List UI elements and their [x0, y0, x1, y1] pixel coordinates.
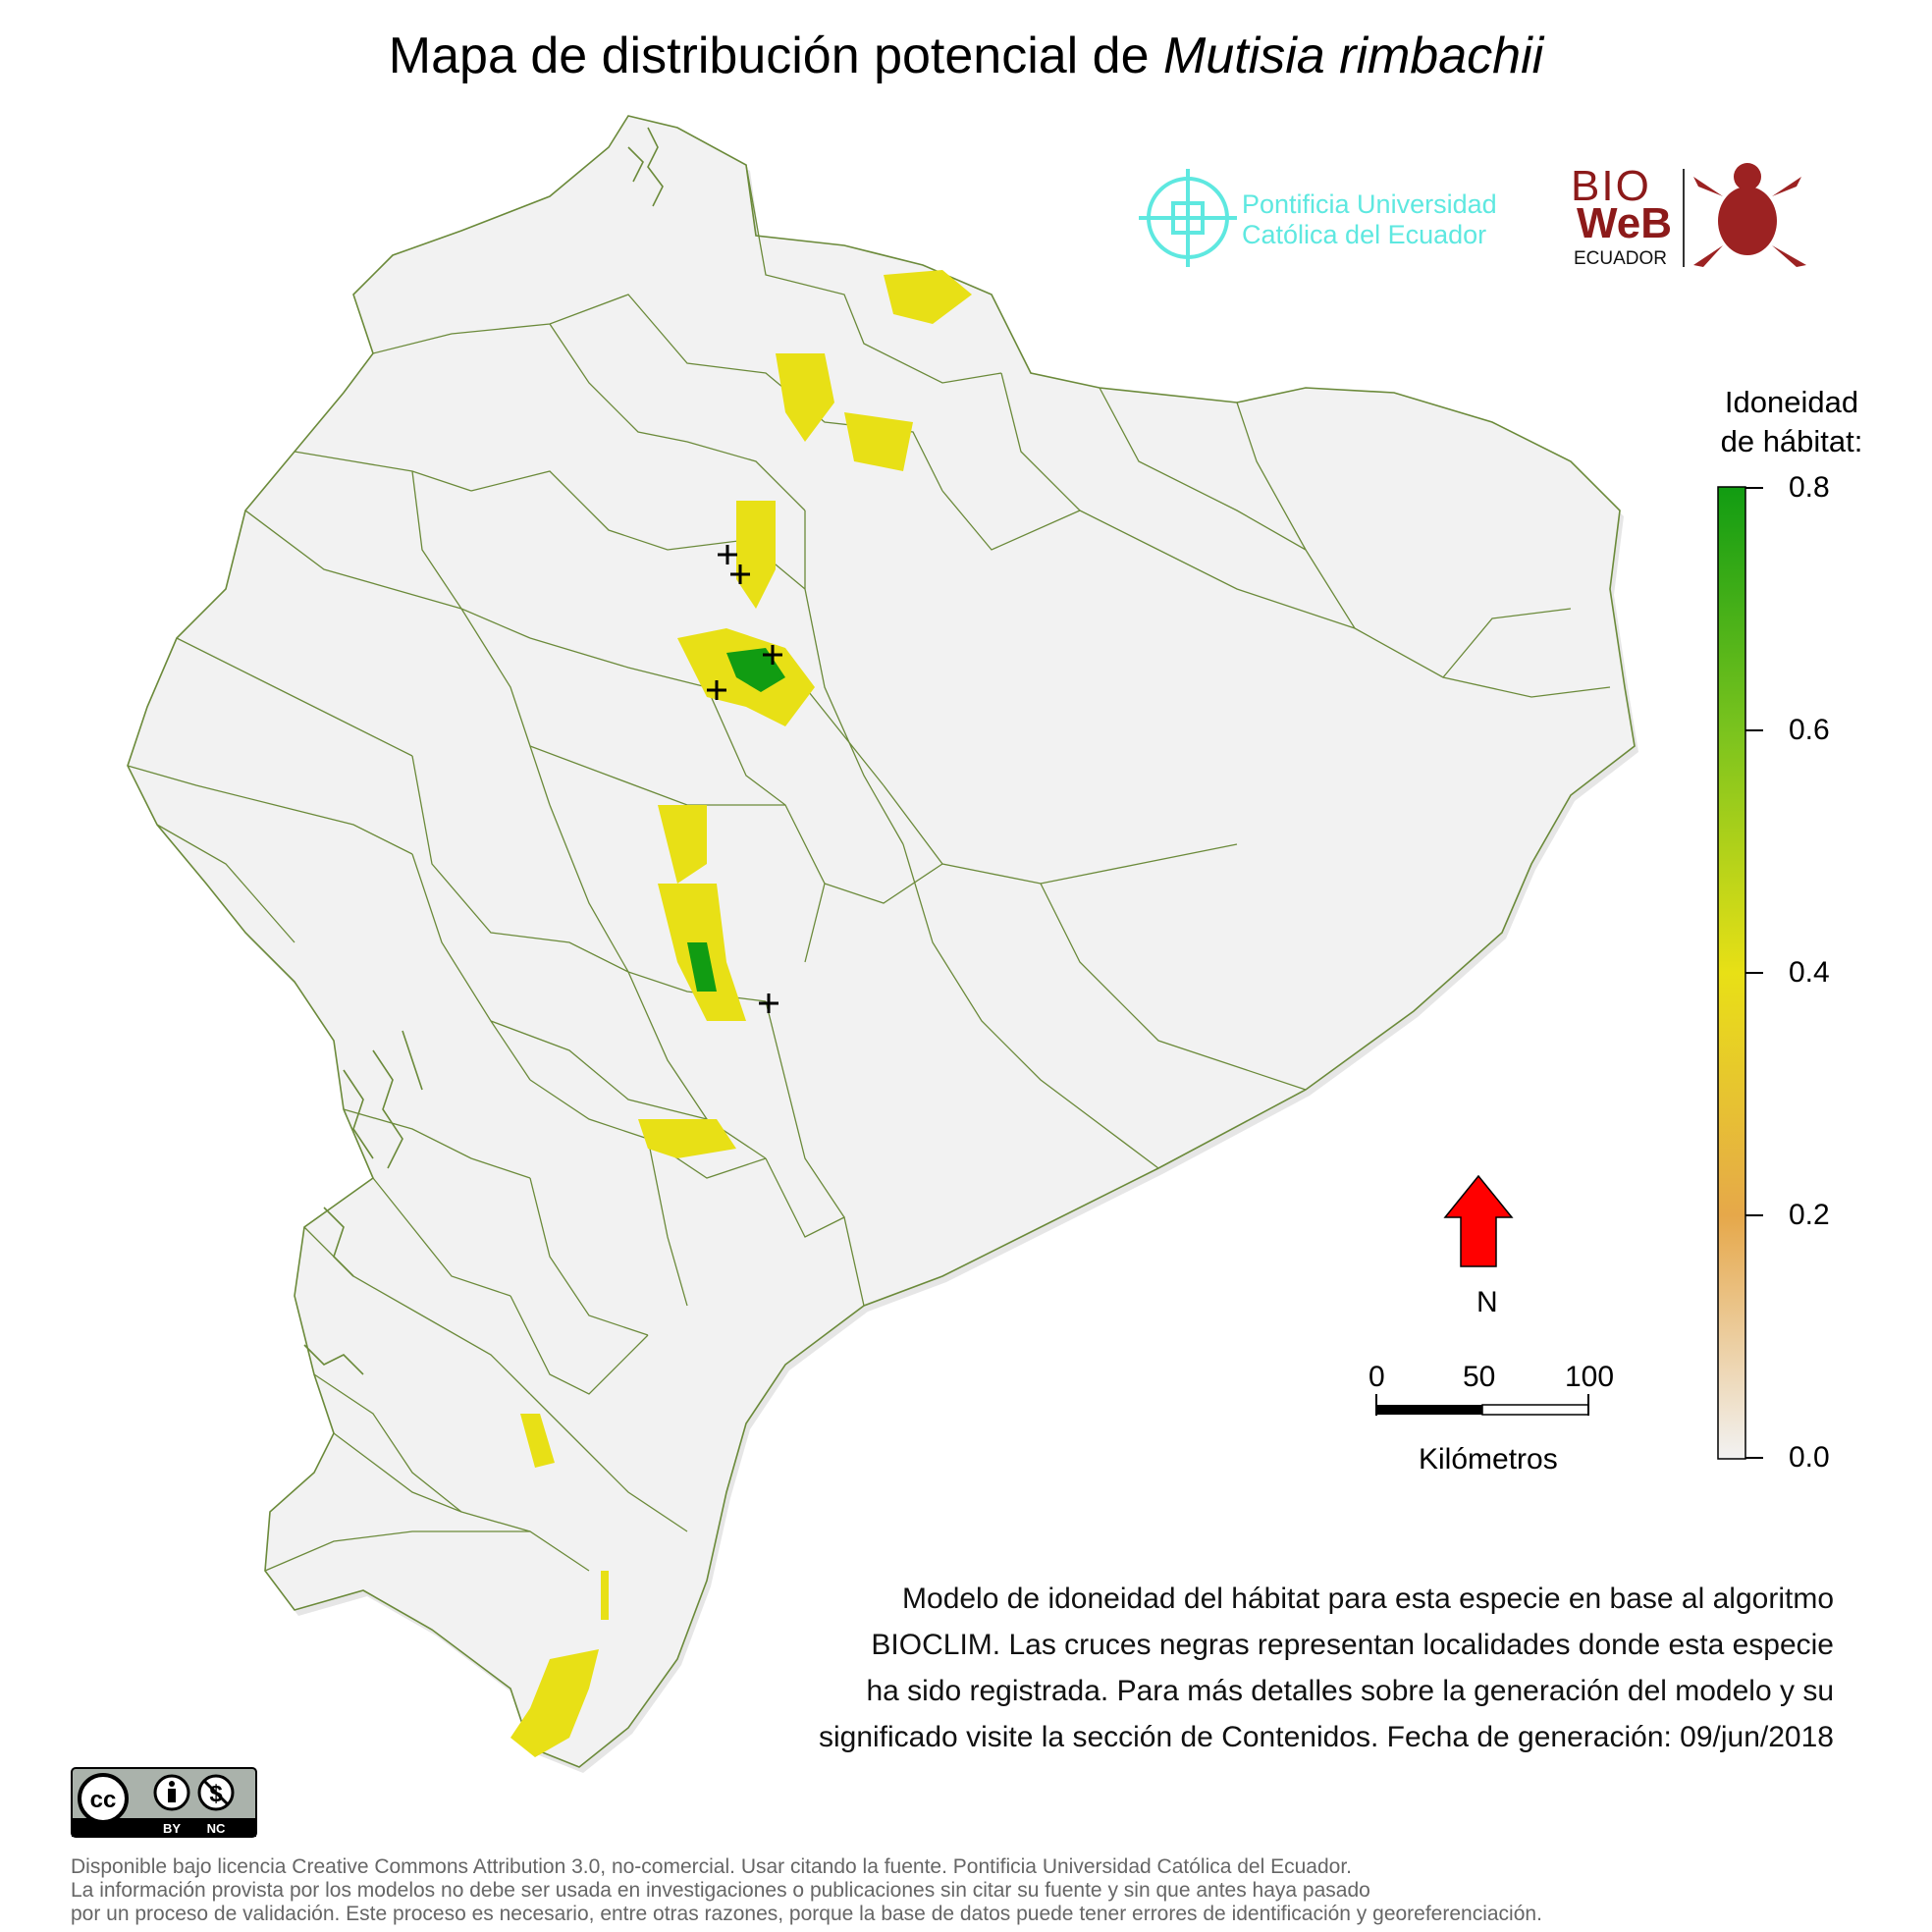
description-line: significado visite la sección de Conteni…: [818, 1721, 1834, 1753]
bioweb-line2: WeB: [1577, 199, 1672, 247]
scale-label-100: 100: [1565, 1361, 1615, 1393]
title-prefix: Mapa de distribución potencial de: [388, 27, 1150, 84]
description-line: ha sido registrada. Para más detalles so…: [866, 1675, 1834, 1707]
occurrence-cross: [718, 545, 737, 564]
legend-tick-label: 0.8: [1789, 471, 1830, 504]
title-species: Mutisia rimbachii: [1162, 27, 1544, 84]
patch-pichincha-north: [736, 501, 776, 609]
patch-cotopaxi: [658, 805, 707, 884]
occurrence-cross: [730, 564, 750, 584]
bioweb-line1: BIO: [1571, 162, 1651, 210]
legend-tick-label: 0.2: [1789, 1199, 1830, 1231]
patch-azuay: [520, 1414, 555, 1468]
patch-canar: [638, 1119, 736, 1158]
legend-tick-label: 0.6: [1789, 714, 1830, 746]
north-arrow: [1443, 1174, 1514, 1267]
badge-cc: cc: [90, 1787, 117, 1813]
badge-by: BY: [163, 1821, 181, 1836]
page-title: Mapa de distribución potencial de Mutisi…: [0, 22, 1932, 90]
puce-logo-text: Pontificia Universidad Católica del Ecua…: [1242, 189, 1497, 250]
patch-imbabura-east: [844, 412, 913, 471]
scale-label-50: 50: [1463, 1361, 1496, 1393]
occurrence-points: [707, 545, 782, 1013]
occurrence-cross: [707, 680, 726, 700]
badge-nc: NC: [207, 1821, 226, 1836]
legend-tick-label: 0.4: [1789, 956, 1830, 989]
north-label: N: [1476, 1286, 1498, 1318]
model-description: Modelo de idoneidad del hábitat para est…: [656, 1576, 1834, 1760]
bioweb-line3: ECUADOR: [1574, 248, 1668, 269]
legend-tick-label: 0.0: [1789, 1441, 1830, 1474]
patch-imbabura: [776, 353, 834, 442]
scale-unit: Kilómetros: [1419, 1443, 1558, 1476]
legend-title: Idoneidad de hábitat:: [1669, 383, 1914, 461]
legend-ticks: [1745, 487, 1763, 1459]
description-line: BIOCLIM. Las cruces negras representan l…: [871, 1629, 1834, 1661]
patch-chimborazo-core: [687, 942, 717, 992]
description-line: Modelo de idoneidad del hábitat para est…: [902, 1583, 1834, 1615]
legend-title-line2: de hábitat:: [1720, 424, 1863, 458]
occurrence-cross: [759, 993, 778, 1013]
scale-bar: [1375, 1394, 1589, 1416]
scale-label-0: 0: [1368, 1361, 1385, 1393]
license-notice: Disponible bajo licencia Creative Common…: [71, 1855, 1542, 1926]
frog-icon: [1683, 163, 1806, 267]
cc-license-badge: cc $ BY NC: [71, 1767, 257, 1838]
legend-colorbar: [1717, 486, 1746, 1460]
puce-logo-icon: [1139, 169, 1237, 267]
patch-loja: [510, 1649, 599, 1757]
occurrence-cross: [763, 645, 782, 665]
license-line: Disponible bajo licencia Creative Common…: [71, 1855, 1352, 1878]
legend-title-line1: Idoneidad: [1724, 385, 1859, 419]
puce-line1: Pontificia Universidad: [1242, 189, 1497, 219]
patch-quito-core: [726, 648, 785, 692]
puce-line2: Católica del Ecuador: [1242, 220, 1487, 249]
patch-carchi: [884, 270, 972, 324]
habitat-suitability-patches: [510, 270, 972, 1757]
country-outline: [127, 115, 1636, 1768]
license-line: La información provista por los modelos …: [71, 1879, 1370, 1902]
estuary-detail: [303, 127, 664, 1375]
patch-loja-east: [601, 1571, 609, 1620]
license-line: por un proceso de validación. Este proce…: [71, 1903, 1542, 1925]
